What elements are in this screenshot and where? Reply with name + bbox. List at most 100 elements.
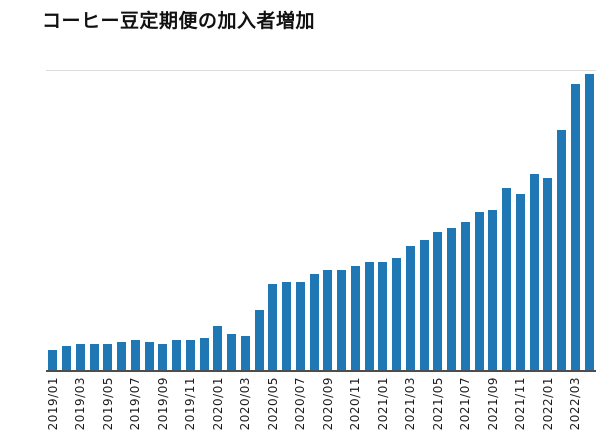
bar xyxy=(460,222,470,370)
bar-slot xyxy=(197,70,211,370)
bar xyxy=(378,262,388,370)
bar-slot xyxy=(472,70,486,370)
x-tick-label: 2019/03 xyxy=(73,377,88,431)
chart-title: コーヒー豆定期便の加入者増加 xyxy=(42,10,316,32)
bar xyxy=(103,344,113,370)
bar xyxy=(117,342,127,370)
bar-slot xyxy=(87,70,101,370)
bar-slot xyxy=(404,70,418,370)
bar xyxy=(419,240,429,370)
bar-slot xyxy=(459,70,473,370)
x-tick-label: 2019/01 xyxy=(45,377,60,431)
bar-slot xyxy=(252,70,266,370)
bar-slot xyxy=(101,70,115,370)
bar xyxy=(144,342,154,370)
bar xyxy=(172,340,182,370)
bar-slot xyxy=(239,70,253,370)
bar xyxy=(268,284,278,370)
bar xyxy=(323,270,333,370)
bar-slot xyxy=(514,70,528,370)
x-tick-label: 2020/03 xyxy=(238,377,253,431)
plot-area xyxy=(46,70,596,372)
bar xyxy=(48,350,58,370)
x-tick-label: 2021/05 xyxy=(430,377,445,431)
bar-slot xyxy=(431,70,445,370)
bar xyxy=(158,344,168,370)
bar-slot xyxy=(527,70,541,370)
bar xyxy=(502,188,512,370)
bar-slot xyxy=(46,70,60,370)
bar-slot xyxy=(569,70,583,370)
bar-slot xyxy=(60,70,74,370)
bar xyxy=(282,282,292,370)
x-tick-label: 2020/11 xyxy=(348,377,363,431)
bar xyxy=(254,310,264,370)
bar xyxy=(62,346,72,370)
top-gridline xyxy=(46,70,596,71)
bar-slot xyxy=(555,70,569,370)
bar xyxy=(488,210,498,370)
x-tick-label: 2021/03 xyxy=(403,377,418,431)
bar xyxy=(130,340,140,370)
bar xyxy=(240,336,250,370)
bar-slot xyxy=(156,70,170,370)
bar xyxy=(295,282,305,370)
bar xyxy=(557,130,567,370)
bar-slot xyxy=(211,70,225,370)
bar-slot xyxy=(349,70,363,370)
bar-slot xyxy=(225,70,239,370)
x-tick-label: 2021/01 xyxy=(375,377,390,431)
bar-slot xyxy=(266,70,280,370)
bar-slot xyxy=(390,70,404,370)
bar-slot xyxy=(376,70,390,370)
bar-slot xyxy=(582,70,596,370)
bar-slot xyxy=(115,70,129,370)
bar xyxy=(364,262,374,370)
bar-slot xyxy=(500,70,514,370)
x-tick-label: 2019/11 xyxy=(183,377,198,431)
bar xyxy=(185,340,195,370)
bar xyxy=(447,228,457,370)
x-tick-label: 2020/09 xyxy=(320,377,335,431)
x-tick-label: 2021/11 xyxy=(513,377,528,431)
x-axis: 2019/01 2019/03 2019/05 2019/07 2019/09 2019/… xyxy=(46,375,596,443)
bar xyxy=(405,246,415,370)
bar-slot xyxy=(170,70,184,370)
bar-slot xyxy=(486,70,500,370)
bar-slot xyxy=(184,70,198,370)
bar xyxy=(213,326,223,370)
bar xyxy=(543,178,553,370)
bar xyxy=(309,274,319,370)
bar xyxy=(392,258,402,370)
x-tick-label: 2021/09 xyxy=(485,377,500,431)
x-tick-label: 2020/01 xyxy=(210,377,225,431)
x-tick-label: 2019/05 xyxy=(100,377,115,431)
bar-slot xyxy=(335,70,349,370)
x-tick-label: 2020/05 xyxy=(265,377,280,431)
bar-slot xyxy=(142,70,156,370)
bar-slot xyxy=(417,70,431,370)
x-tick-label: 2022/03 xyxy=(568,377,583,431)
bar-slot xyxy=(362,70,376,370)
bar xyxy=(75,344,85,370)
bar-slot xyxy=(307,70,321,370)
x-tick-label: 2022/01 xyxy=(540,377,555,431)
bar-slot xyxy=(321,70,335,370)
bar xyxy=(529,174,539,370)
bar xyxy=(89,344,99,370)
bar-slot xyxy=(129,70,143,370)
bar xyxy=(227,334,237,370)
bar-slot xyxy=(74,70,88,370)
x-tick-label: 2019/09 xyxy=(155,377,170,431)
x-tick-label: 2020/07 xyxy=(293,377,308,431)
bar xyxy=(433,232,443,370)
bar xyxy=(474,212,484,370)
bar-slot xyxy=(294,70,308,370)
x-tick-label: 2019/07 xyxy=(128,377,143,431)
bar-slot xyxy=(445,70,459,370)
bar xyxy=(570,84,580,370)
x-tick-label: 2021/07 xyxy=(458,377,473,431)
bar xyxy=(584,74,594,370)
bar-slot xyxy=(280,70,294,370)
